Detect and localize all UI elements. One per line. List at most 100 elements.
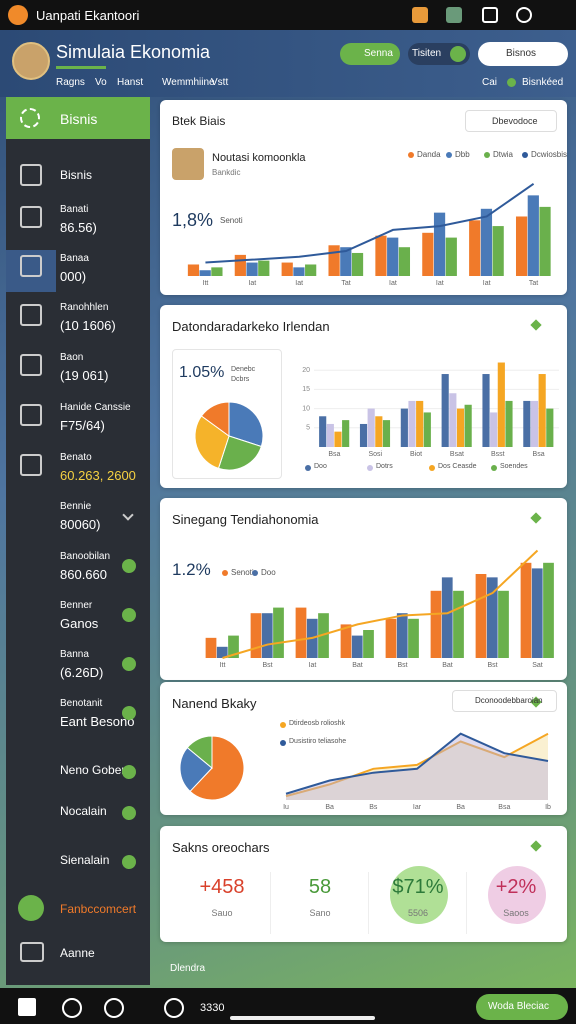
sidebar-label[interactable]: Benner bbox=[60, 600, 93, 611]
nav-tab[interactable]: Vo bbox=[95, 77, 107, 88]
sidebar-label[interactable]: Nocalain bbox=[60, 804, 107, 818]
x-tick-label: Iat bbox=[389, 280, 397, 287]
bar bbox=[530, 400, 539, 447]
add-label[interactable]: Fanbccomcert bbox=[60, 902, 137, 916]
check-icon bbox=[122, 765, 136, 779]
card-button[interactable]: Dbevodoce bbox=[465, 110, 557, 132]
bar bbox=[187, 264, 200, 276]
bar bbox=[261, 613, 273, 658]
sidebar-label[interactable]: Bennie bbox=[60, 501, 92, 512]
legend-swatch bbox=[522, 152, 528, 158]
settings-icon[interactable] bbox=[482, 7, 498, 23]
check-icon bbox=[122, 559, 136, 573]
bar bbox=[475, 574, 487, 658]
y-tick-label: 10 bbox=[302, 405, 310, 412]
sidebar-label[interactable]: Banna bbox=[60, 649, 89, 660]
sidebar-icon bbox=[20, 304, 42, 326]
bar bbox=[318, 613, 329, 658]
legend-label: Dotrs bbox=[376, 463, 393, 470]
sidebar-top-icon bbox=[20, 108, 40, 128]
sidebar bbox=[6, 97, 150, 985]
notif-icon[interactable] bbox=[412, 7, 428, 23]
header-button[interactable]: Bisnos bbox=[478, 42, 568, 66]
bar bbox=[433, 212, 446, 276]
button-label: Woda Bleciac bbox=[488, 1001, 549, 1012]
check-icon bbox=[122, 706, 136, 720]
sidebar-icon bbox=[20, 454, 42, 476]
card-caption: Bankdic bbox=[212, 168, 241, 177]
star-icon bbox=[530, 840, 542, 852]
y-tick-label: 5 bbox=[306, 425, 310, 432]
metric-value: $71% bbox=[392, 876, 444, 898]
sidebar-label[interactable]: Ranohhlen bbox=[60, 302, 109, 313]
check-icon bbox=[122, 608, 136, 622]
bar bbox=[515, 216, 528, 276]
user-icon[interactable] bbox=[446, 7, 462, 23]
bar bbox=[527, 195, 539, 276]
x-tick-label: Iat bbox=[248, 280, 256, 287]
bar bbox=[342, 420, 350, 447]
bar bbox=[520, 562, 532, 658]
nav-text: 3330 bbox=[200, 1002, 225, 1014]
sidebar-label[interactable]: Banaa bbox=[60, 253, 89, 264]
nav-icon[interactable] bbox=[104, 998, 124, 1018]
chart: Itt Iat Iat Tat Iat Iat Iat Tat bbox=[187, 183, 551, 287]
sidebar-label[interactable]: Aanne bbox=[60, 946, 95, 960]
sidebar-title[interactable]: Bisnis bbox=[60, 111, 98, 127]
card: Btek Biais Dbevodoce Noutasi komoonkla Bank… bbox=[160, 100, 567, 295]
sidebar-label[interactable]: Banoobilan bbox=[60, 551, 111, 562]
star-icon bbox=[530, 319, 542, 331]
card-title: Sakns oreochars bbox=[172, 840, 270, 855]
nav-tab[interactable]: Vstt bbox=[211, 77, 229, 88]
header-button[interactable]: Senna bbox=[340, 43, 400, 65]
bar bbox=[205, 637, 217, 658]
nav-tab[interactable]: Ragns bbox=[56, 77, 85, 88]
stat-value: 1.2% bbox=[172, 560, 211, 579]
bar bbox=[469, 220, 481, 276]
sidebar-label[interactable]: Neno Gobert bbox=[60, 763, 129, 777]
sidebar-label[interactable]: Baon bbox=[60, 352, 84, 363]
sidebar-label[interactable]: Benotanit bbox=[60, 698, 103, 709]
metric-label: Sano bbox=[309, 908, 331, 918]
card-button[interactable]: Dconoodebbaroian bbox=[452, 690, 557, 712]
footer-button[interactable]: Woda Bleciac bbox=[476, 994, 568, 1020]
pie-slice bbox=[200, 401, 230, 437]
sidebar-value: 86.56) bbox=[60, 220, 97, 235]
x-tick-label: Tat bbox=[529, 280, 538, 287]
legend-swatch bbox=[429, 465, 435, 471]
sidebar-icon bbox=[20, 404, 42, 426]
x-tick-label: Iu bbox=[283, 804, 289, 811]
pie-slice bbox=[189, 735, 245, 801]
nav-tab[interactable]: Wemmhiine bbox=[162, 77, 215, 88]
bar bbox=[375, 416, 383, 447]
bar bbox=[445, 237, 457, 276]
avatar[interactable] bbox=[12, 42, 50, 80]
sidebar-label[interactable]: Benato bbox=[60, 452, 92, 463]
nav-tab[interactable]: Hanst bbox=[117, 77, 144, 88]
sidebar-label[interactable]: Bisnis bbox=[60, 168, 93, 182]
x-tick-label: Biot bbox=[410, 451, 422, 458]
bar bbox=[334, 431, 342, 447]
home-icon[interactable] bbox=[18, 998, 36, 1016]
bar bbox=[382, 420, 391, 447]
bar bbox=[486, 577, 498, 658]
bar bbox=[211, 267, 223, 276]
header-link[interactable]: Cai bbox=[482, 77, 498, 88]
sidebar-label[interactable]: Hanide Canssie bbox=[60, 402, 131, 413]
sidebar-label[interactable]: Banati bbox=[60, 204, 89, 215]
chart: 5 10 15 20 Bsa Sosi Biot Bsat Bsst Bsa bbox=[302, 362, 559, 458]
bar bbox=[250, 613, 262, 658]
header-link[interactable]: Bisnkéed bbox=[522, 77, 564, 88]
button-dot bbox=[450, 46, 466, 62]
legend-label: Doo bbox=[314, 463, 327, 470]
legend-label: Dbb bbox=[455, 150, 470, 159]
header-button[interactable]: Tisiten bbox=[408, 43, 470, 65]
status-bar bbox=[0, 0, 576, 30]
nav-icon[interactable] bbox=[164, 998, 184, 1018]
add-button[interactable] bbox=[18, 895, 44, 921]
info-icon[interactable] bbox=[516, 7, 532, 23]
legend-swatch bbox=[222, 570, 228, 576]
sidebar-label[interactable]: Sienalain bbox=[60, 853, 110, 867]
nav-icon[interactable] bbox=[62, 998, 82, 1018]
